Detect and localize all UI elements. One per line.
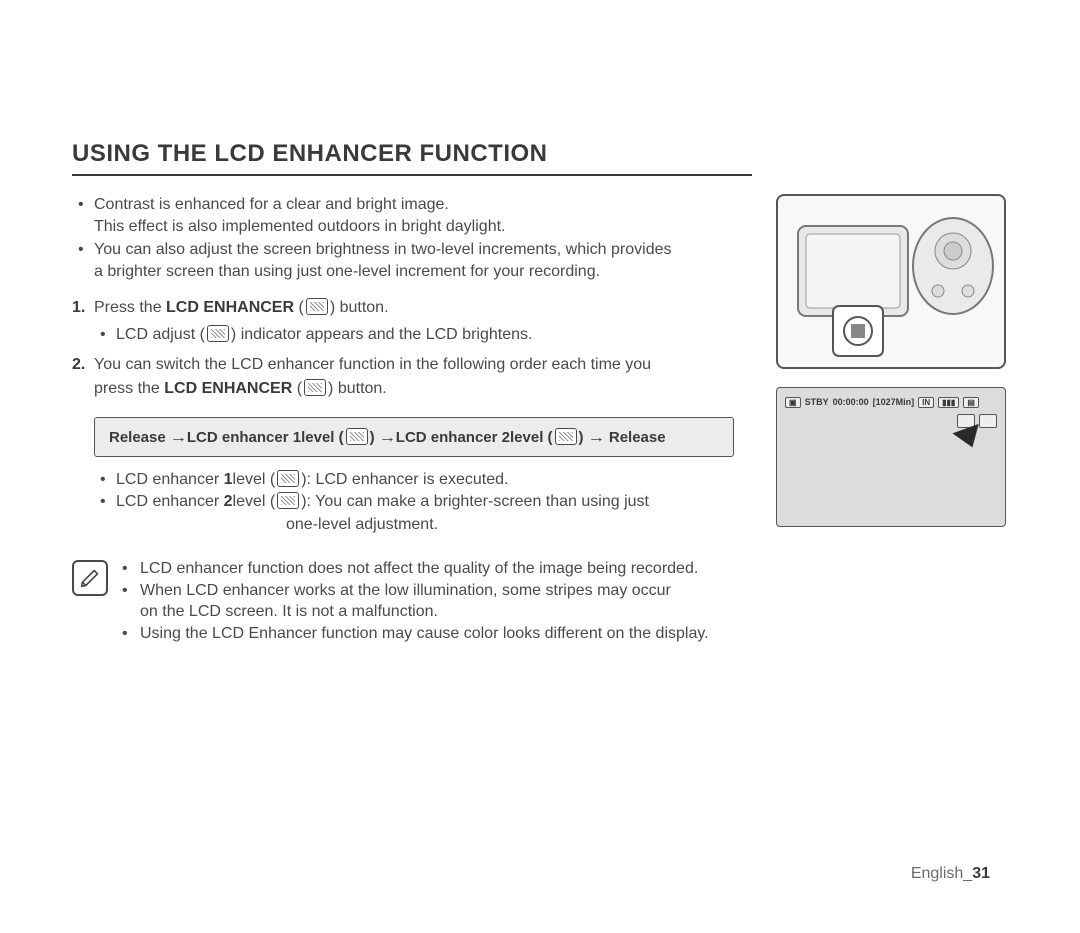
left-column: Contrast is enhanced for a clear and bri… [72, 194, 752, 644]
step-1-number: 1. [72, 296, 85, 320]
section-heading: USING THE LCD ENHANCER FUNCTION [72, 140, 752, 176]
intro-b2-l1: You can also adjust the screen brightnes… [94, 241, 672, 258]
sd-icon: ▤ [963, 397, 979, 408]
steps-list: 1. Press the LCD ENHANCER ( ) button. LCD… [72, 296, 752, 400]
step-1-sub-1: LCD adjust ( ) indicator appears and the … [116, 324, 752, 346]
camcorder-icon [778, 196, 1006, 369]
footer-sep: _ [963, 865, 972, 882]
cycle-seg2-post: ) [579, 429, 584, 446]
cycle-seg2-pre: LCD enhancer 2level ( [396, 429, 553, 446]
pencil-note-icon [80, 568, 100, 588]
footer-lang: English [911, 865, 963, 882]
s1-sub-pre: LCD adjust ( [116, 326, 205, 343]
s2-l2-tail: ) button. [328, 380, 387, 397]
l1-pre: LCD enhancer [116, 471, 224, 488]
content-row: Contrast is enhanced for a clear and bri… [72, 194, 1020, 644]
s1-tail: ) button. [330, 299, 389, 316]
lcd-time: 00:00:00 [833, 397, 869, 407]
cycle-seg1-post: ) [370, 429, 375, 446]
cycle-box: Release →LCD enhancer 1level () →LCD enh… [94, 417, 734, 457]
l2-pre: LCD enhancer [116, 493, 224, 510]
note-2b: on the LCD screen. It is not a malfuncti… [140, 603, 438, 620]
footer-page: 31 [972, 865, 990, 882]
step-2-number: 2. [72, 353, 85, 377]
cycle-release-2: Release [609, 429, 666, 446]
level-1: LCD enhancer 1level ( ): LCD enhancer is … [116, 469, 752, 491]
note-2: When LCD enhancer works at the low illum… [122, 580, 709, 623]
step-1-sub: LCD adjust ( ) indicator appears and the … [94, 324, 752, 346]
intro-b1-l1: Contrast is enhanced for a clear and bri… [94, 196, 449, 213]
note-1: LCD enhancer function does not affect th… [122, 558, 709, 580]
intro-b1-l2: This effect is also implemented outdoors… [94, 218, 505, 235]
lcd-in-badge: IN [918, 397, 934, 408]
level-2: LCD enhancer 2level ( ): You can make a b… [116, 491, 752, 536]
note-icon [72, 560, 108, 596]
step-2: 2. You can switch the LCD enhancer funct… [94, 353, 752, 401]
lcd-level2-icon-b [277, 492, 299, 509]
s2-l2-bold: LCD ENHANCER [164, 380, 292, 397]
lcd-level2-icon [555, 428, 577, 445]
cycle-release-1: Release [109, 429, 166, 446]
l2-post-b: one-level adjustment. [116, 516, 438, 533]
s1-bold: LCD ENHANCER [166, 299, 294, 316]
levels-list: LCD enhancer 1level ( ): LCD enhancer is … [72, 469, 752, 536]
note-2a: When LCD enhancer works at the low illum… [140, 582, 671, 599]
pointer-arrow-icon [952, 424, 985, 452]
device-illustration [776, 194, 1006, 369]
right-column: ▣ STBY 00:00:00 [1027Min] IN ▮▮▮ ▤ [776, 194, 1006, 527]
s2-l2-pre: press the [94, 380, 164, 397]
lcd-status-row: ▣ STBY 00:00:00 [1027Min] IN ▮▮▮ ▤ [785, 394, 997, 410]
lcd-level1-icon [346, 428, 368, 445]
note-3: Using the LCD Enhancer function may caus… [122, 623, 709, 645]
l2-post-a: ): You can make a brighter-screen than u… [301, 493, 649, 510]
intro-list: Contrast is enhanced for a clear and bri… [72, 194, 752, 282]
intro-bullet-2: You can also adjust the screen brightnes… [94, 239, 752, 282]
arrow-icon: → [169, 429, 187, 446]
page-footer: English_31 [911, 865, 990, 883]
note-section: LCD enhancer function does not affect th… [72, 558, 752, 644]
lcd-screen-illustration: ▣ STBY 00:00:00 [1027Min] IN ▮▮▮ ▤ [776, 387, 1006, 527]
lcd-level1-icon-b [277, 470, 299, 487]
note-list: LCD enhancer function does not affect th… [122, 558, 709, 644]
lcd-enhancer-icon [306, 298, 328, 315]
l2-mid: level ( [233, 493, 276, 510]
step-1: 1. Press the LCD ENHANCER () button. LCD… [94, 296, 752, 346]
s2-l1: You can switch the LCD enhancer function… [94, 356, 651, 373]
lcd-stby: STBY [805, 397, 829, 407]
battery-icon: ▮▮▮ [938, 397, 959, 408]
s1-post: ( [294, 299, 304, 316]
lcd-badge-2 [979, 414, 997, 428]
l1-bold: 1 [224, 471, 233, 488]
s2-l2-post: ( [292, 380, 302, 397]
lcd-adjust-icon [207, 325, 229, 342]
lcd-remain: [1027Min] [873, 397, 915, 407]
manual-page: USING THE LCD ENHANCER FUNCTION Contrast… [0, 0, 1080, 933]
intro-b2-l2: a brighter screen than using just one-le… [94, 263, 600, 280]
arrow-icon: → [587, 429, 605, 446]
l2-bold: 2 [224, 493, 233, 510]
cycle-seg1-pre: LCD enhancer 1level ( [187, 429, 344, 446]
lcd-enhancer-icon-2 [304, 379, 326, 396]
camera-mode-icon: ▣ [785, 397, 801, 408]
l1-post: ): LCD enhancer is executed. [301, 471, 508, 488]
s1-sub-post: ) indicator appears and the LCD brighten… [231, 326, 533, 343]
intro-bullet-1: Contrast is enhanced for a clear and bri… [94, 194, 752, 237]
l1-mid: level ( [233, 471, 276, 488]
arrow-icon: → [378, 429, 396, 446]
s1-pre: Press the [94, 299, 166, 316]
